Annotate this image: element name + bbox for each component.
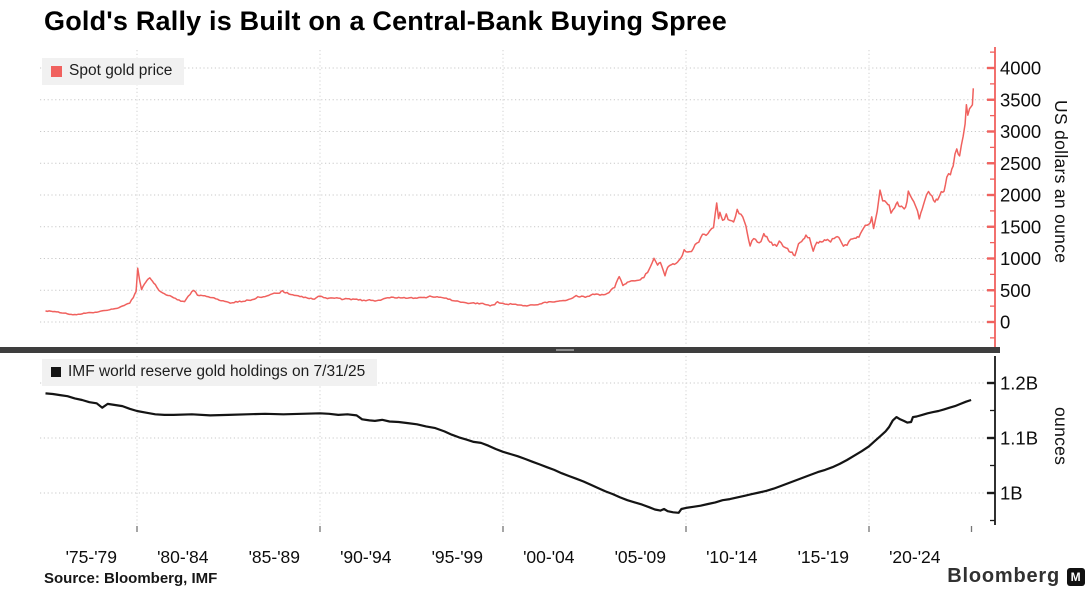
svg-text:1.1B: 1.1B [1000,428,1038,449]
legend-spot-gold-price: Spot gold price [42,58,185,85]
panel-divider [0,347,1000,353]
svg-text:500: 500 [1000,280,1031,301]
source-note: Source: Bloomberg, IMF [44,570,218,587]
svg-text:'10-'14: '10-'14 [706,547,758,567]
svg-text:3500: 3500 [1000,89,1041,110]
legend-swatch-holdings-icon [51,367,61,377]
legend-spot-gold-label: Spot gold price [69,62,173,79]
chart-title: Gold's Rally is Built on a Central-Bank … [44,6,727,36]
bloomberg-wordmark: Bloomberg [947,565,1060,587]
svg-text:2500: 2500 [1000,153,1041,174]
bloomberg-badge-icon: M [1067,567,1085,586]
svg-text:'95-'99: '95-'99 [432,547,483,567]
svg-text:'05-'09: '05-'09 [615,547,666,567]
y-axis-title-bottom: ounces [1051,407,1071,466]
svg-text:4000: 4000 [1000,58,1041,79]
svg-text:'80-'84: '80-'84 [157,547,209,567]
svg-text:1500: 1500 [1000,216,1041,237]
gold-price-line [45,88,975,316]
svg-text:0: 0 [1000,312,1010,333]
svg-text:1.2B: 1.2B [1000,373,1038,394]
panel-divider-handle[interactable] [556,349,574,351]
svg-text:'85-'89: '85-'89 [249,547,300,567]
holdings-line [45,392,972,514]
bloomberg-watermark: Bloomberg M [947,565,1085,588]
svg-text:1B: 1B [1000,483,1023,504]
svg-text:'90-'94: '90-'94 [340,547,392,567]
svg-text:2000: 2000 [1000,185,1041,206]
legend-imf-holdings-label: IMF world reserve gold holdings on 7/31/… [68,363,366,380]
svg-text:1000: 1000 [1000,248,1041,269]
svg-text:3000: 3000 [1000,121,1041,142]
svg-text:'00-'04: '00-'04 [523,547,575,567]
legend-imf-holdings: IMF world reserve gold holdings on 7/31/… [42,359,378,386]
svg-text:'75-'79: '75-'79 [66,547,117,567]
y-axis-title-top: US dollars an ounce [1051,100,1071,264]
legend-swatch-gold-icon [51,65,62,77]
svg-text:'20-'24: '20-'24 [889,547,941,567]
svg-text:'15-'19: '15-'19 [798,547,849,567]
